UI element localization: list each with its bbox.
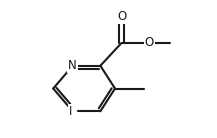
Text: O: O <box>117 10 126 23</box>
Text: N: N <box>68 59 77 72</box>
Text: O: O <box>145 36 154 50</box>
Text: I: I <box>69 105 73 118</box>
